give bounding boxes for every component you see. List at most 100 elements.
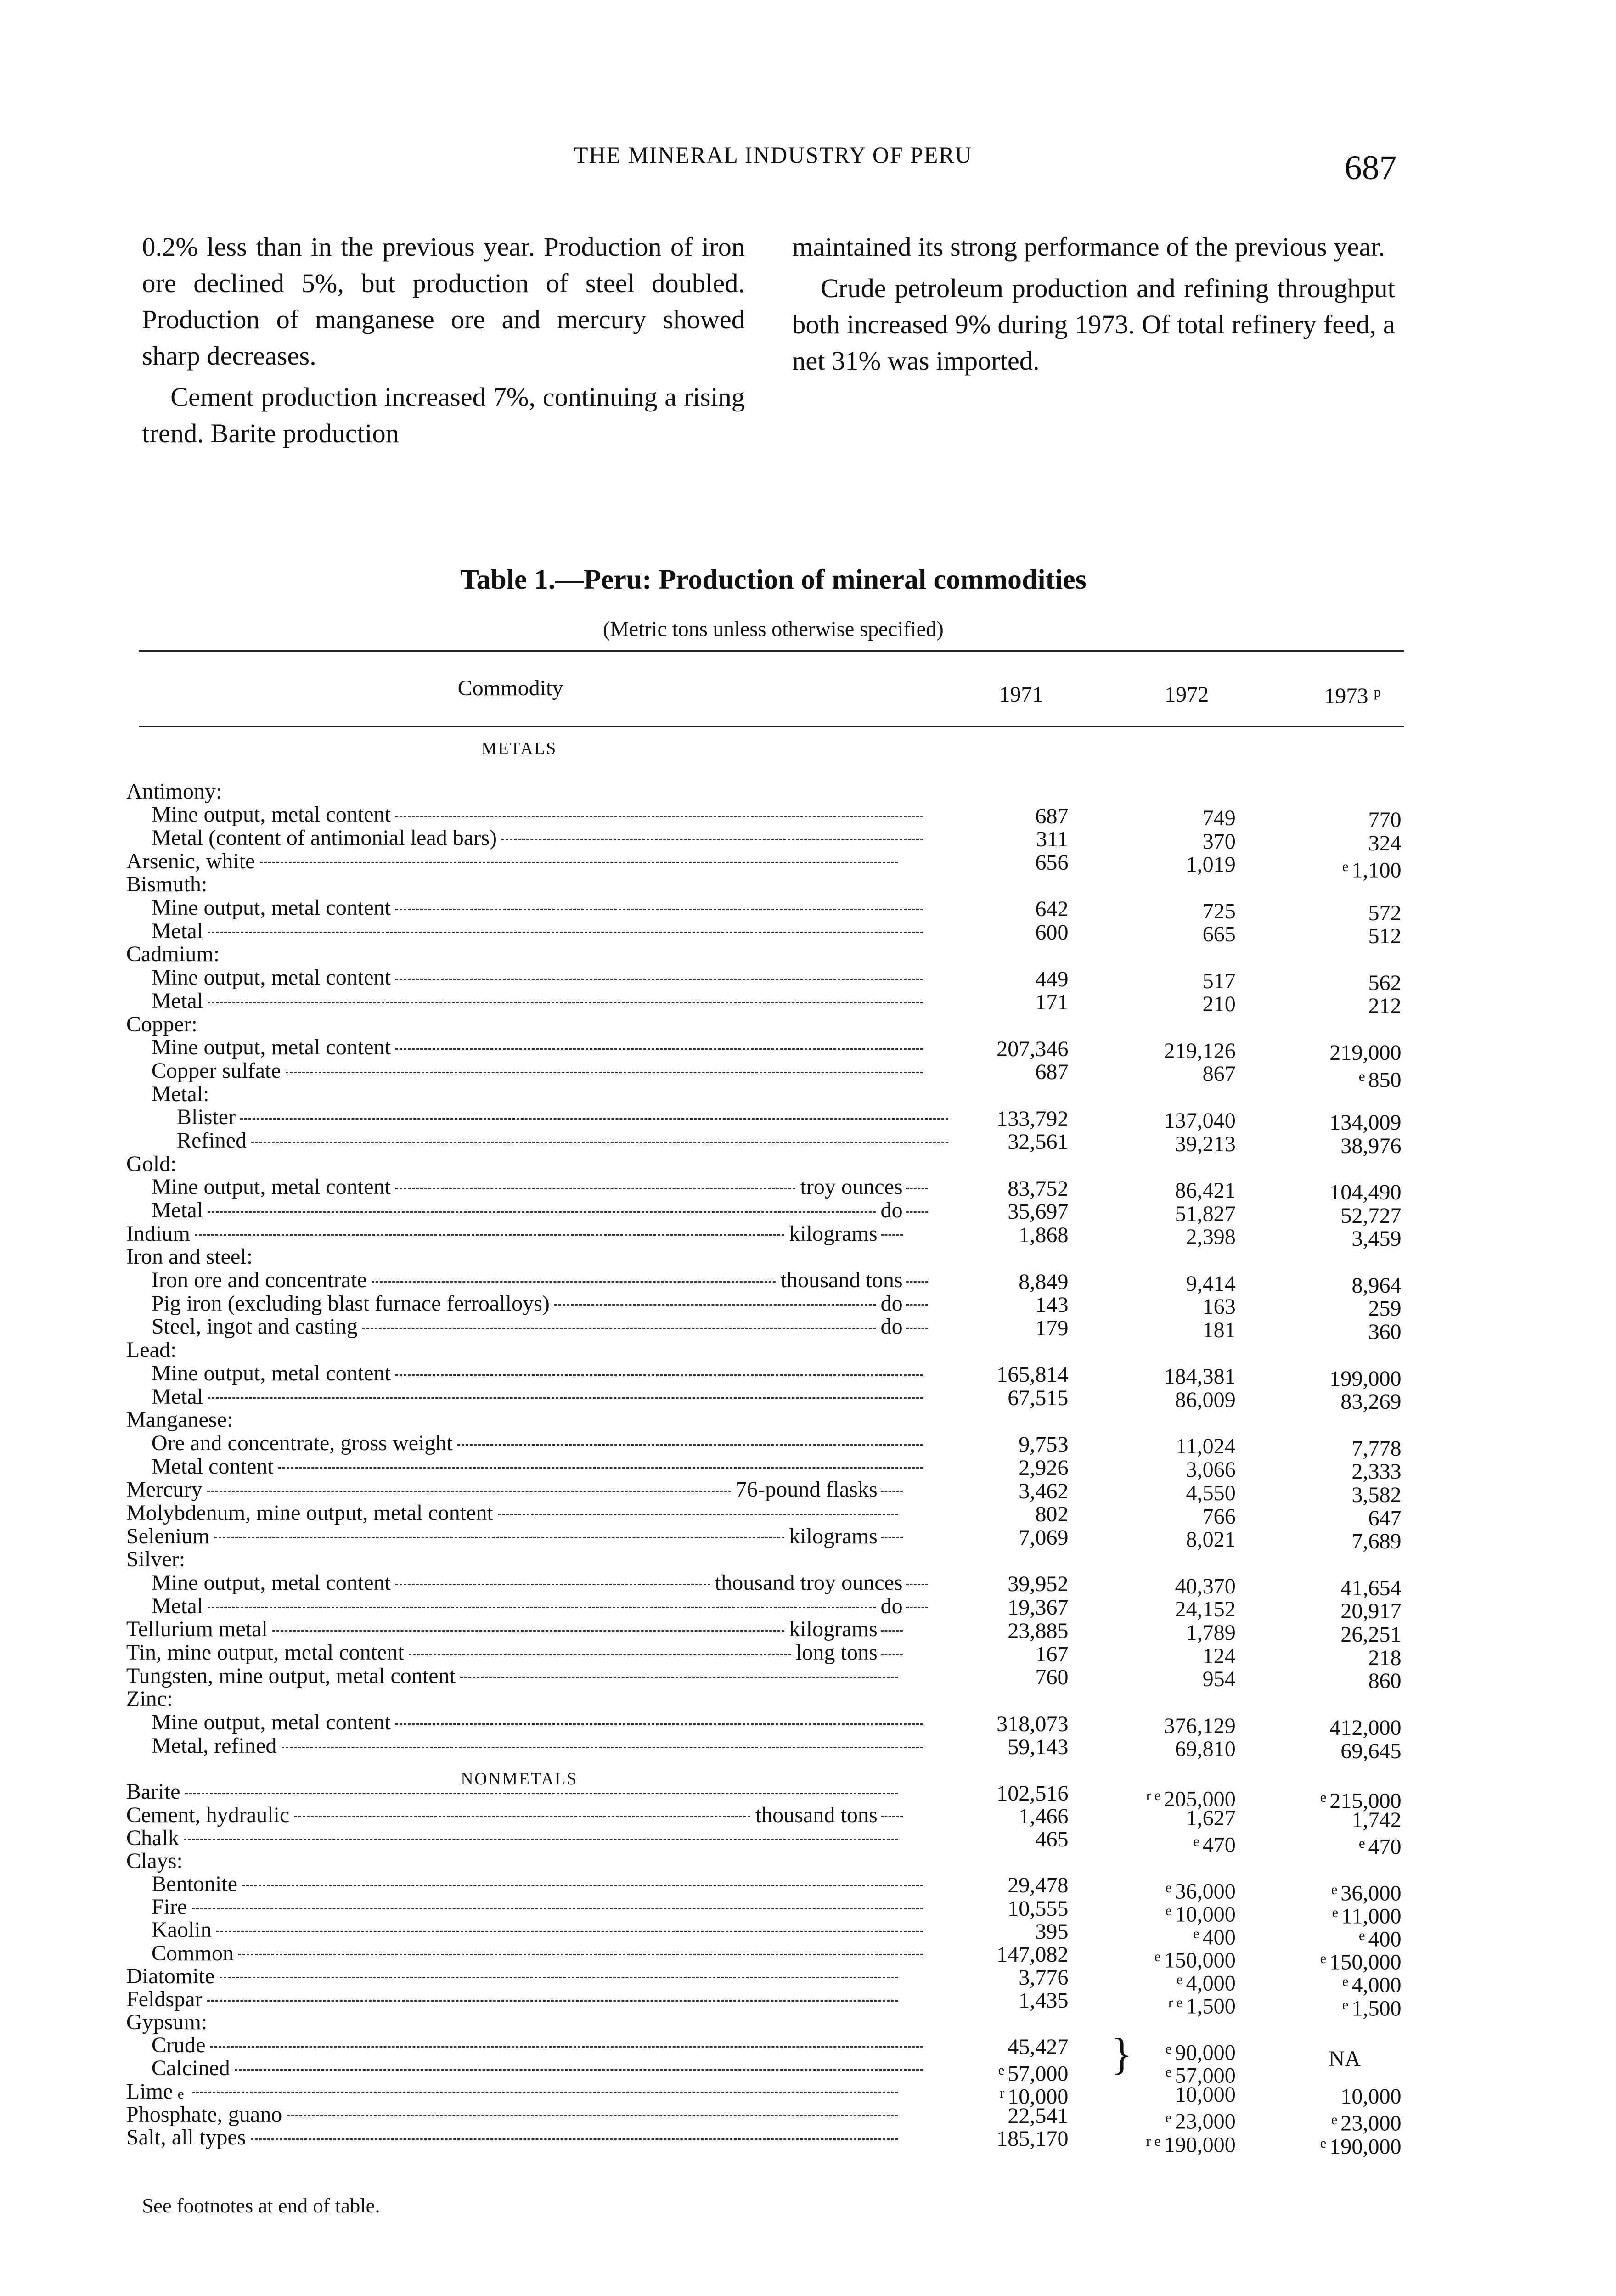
commodity-name: Metal [151, 1384, 203, 1409]
value-1972: 86,009 [1175, 1388, 1235, 1412]
commodity-name: Common [151, 1941, 234, 1965]
commodity-label: Metal [126, 1384, 928, 1409]
value-note: r [1000, 2085, 1005, 2101]
commodity-name: Mine output, metal content [151, 802, 391, 827]
unit-label: troy ounces [800, 1175, 903, 1199]
value: 9,414 [1186, 1271, 1236, 1296]
value-1973: 770 [1368, 808, 1401, 832]
value: 2,926 [1019, 1456, 1069, 1480]
commodity-label: Metal [126, 919, 928, 943]
table-row: Manganese: [126, 1408, 1408, 1432]
value-1971: 133,792 [997, 1107, 1068, 1131]
header-1972: 1972 [1165, 682, 1209, 707]
leader-dots [286, 1071, 923, 1073]
leader-dots [210, 2046, 923, 2048]
unit-label: do [880, 1291, 903, 1316]
value: 133,792 [997, 1106, 1069, 1131]
value-1971: 83,752 [1008, 1176, 1068, 1201]
value-1971: 311 [1036, 827, 1068, 851]
value-1973: 860 [1368, 1669, 1401, 1693]
leader-dots [294, 1816, 751, 1818]
leader-dots [207, 2000, 898, 2002]
commodity-label: Lime e [126, 2080, 903, 2106]
table-row: Tellurium metal kilograms 23,885 1,789 26,25… [126, 1617, 1408, 1646]
leader-dots [501, 838, 923, 840]
value-1972: r e 190,000 [1146, 2129, 1236, 2157]
header-1971: 1971 [999, 682, 1043, 707]
leader-dots [395, 816, 923, 817]
value-1973: 2,333 [1351, 1460, 1401, 1484]
commodity-label: Antimony: [126, 780, 903, 804]
value-1972: r e 205,000 [1146, 1784, 1236, 1811]
commodity-name: Mine output, metal content [151, 1570, 391, 1595]
table-row: Phosphate, guano 22,541 e 23,000 e 23,000 [126, 2103, 1408, 2136]
table-row: Ore and concentrate, gross weight 9,753 11… [126, 1430, 1408, 1460]
value: 23,885 [1008, 1618, 1069, 1643]
commodity-name: Copper: [126, 1012, 197, 1036]
table-row: Crude 45,427 e 90,000 [126, 2033, 1408, 2065]
value: 150,000 [1329, 1950, 1402, 1975]
commodity-label: Copper sulfate [126, 1059, 928, 1083]
text-column-right: maintained its strong performance of the… [792, 229, 1395, 378]
value-1972: 51,827 [1175, 1202, 1235, 1226]
value: 470 [1202, 1833, 1236, 1857]
unit-label: long tons [795, 1640, 878, 1665]
value-1971: 8,849 [1019, 1270, 1068, 1294]
value-1972: 1,019 [1186, 853, 1236, 877]
value: 2,333 [1351, 1459, 1402, 1484]
table-row: Chalk 465 e 470 e 470 [126, 1826, 1408, 1859]
value-1971: 35,697 [1008, 1200, 1068, 1224]
leader-dots [457, 1444, 923, 1446]
value-1973: e 36,000 [1331, 1878, 1402, 1905]
commodity-label: Kaolin [126, 1918, 928, 1942]
value: 69,645 [1340, 1739, 1402, 1763]
value-1971: 1,868 [1019, 1223, 1068, 1247]
commodity-name: Metal [151, 988, 203, 1013]
commodity-label: Bismuth: [126, 872, 903, 896]
commodity-name: Metal [151, 1198, 203, 1223]
commodity-label: Salt, all types [126, 2126, 903, 2150]
value: 190,000 [1164, 2133, 1236, 2157]
commodity-label: Calcined [126, 2056, 928, 2080]
value-1973: e 23,000 [1331, 2108, 1402, 2135]
value: 39,213 [1175, 1131, 1236, 1156]
unit-label: thousand tons [755, 1802, 878, 1827]
value: 395 [1035, 1919, 1069, 1944]
value-1972: 24,152 [1175, 1598, 1235, 1621]
value: 760 [1035, 1665, 1069, 1690]
value: 4,550 [1186, 1480, 1236, 1505]
value: 210 [1202, 992, 1236, 1017]
value-1971: 10,555 [1008, 1896, 1068, 1921]
leader-dots [395, 1188, 796, 1190]
unit-label: kilograms [789, 1617, 878, 1642]
value-note: e [1358, 1068, 1365, 1084]
value: 36,000 [1340, 1881, 1402, 1906]
leader-dots [906, 1188, 928, 1190]
table-row: Mine output, metal content troy ounces 83,… [126, 1175, 1408, 1204]
value-1971: 19,367 [1008, 1596, 1068, 1620]
commodity-label: Mine output, metal content [126, 896, 928, 920]
value: 215,000 [1329, 1789, 1402, 1813]
value: 370 [1202, 829, 1236, 854]
value: 1,019 [1186, 852, 1236, 877]
table-row: Pig iron (excluding blast furnace ferroa… [126, 1291, 1408, 1321]
value-1972: 725 [1203, 899, 1236, 923]
leader-dots [395, 978, 923, 980]
value-1971: r 10,000 [1000, 2081, 1068, 2109]
table-row: Cadmium: [126, 942, 1408, 966]
value: 4,000 [1351, 1973, 1402, 1998]
value-1972: 163 [1203, 1295, 1236, 1319]
table-row: Feldspar 1,435 r e 1,500 e 1,500 [126, 1987, 1408, 2020]
value: 642 [1035, 897, 1069, 922]
value-1971: e 57,000 [998, 2058, 1069, 2086]
leader-dots [395, 908, 923, 910]
value: 11,000 [1341, 1904, 1402, 1929]
value: 57,000 [1175, 2063, 1236, 2088]
value: 45,427 [1008, 2034, 1069, 2059]
value-1972: 210 [1203, 992, 1236, 1016]
commodity-label: Metal: [126, 1082, 928, 1106]
value: 167 [1035, 1642, 1069, 1666]
commodity-name: Ore and concentrate, gross weight [151, 1430, 453, 1455]
commodity-label: Manganese: [126, 1408, 903, 1432]
value: 517 [1202, 968, 1236, 993]
